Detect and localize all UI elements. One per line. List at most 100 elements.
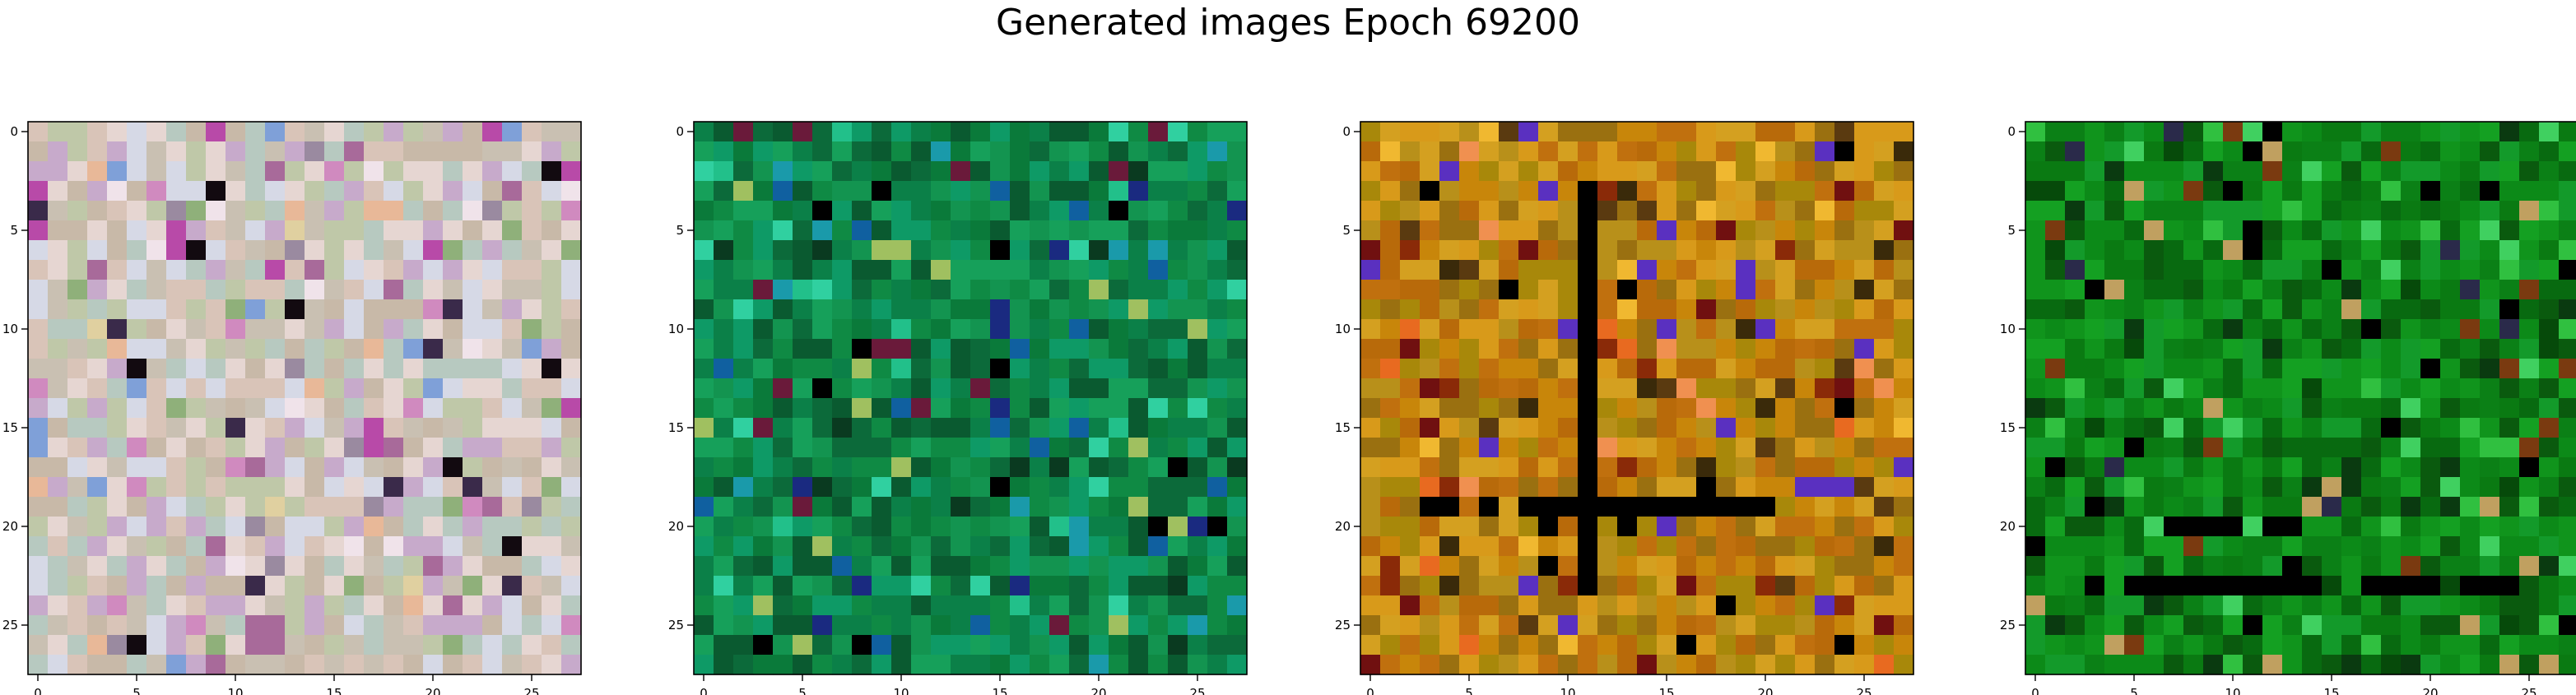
pixel [951, 181, 971, 202]
pixel [793, 181, 813, 202]
pixel [344, 378, 365, 399]
pixel [107, 457, 128, 478]
pixel [2243, 378, 2263, 399]
pixel [423, 280, 444, 300]
pixel [1010, 201, 1030, 221]
pixel [2203, 141, 2224, 162]
pixel [265, 398, 286, 419]
pixel [1657, 398, 1677, 419]
pixel [245, 299, 266, 320]
pixel [911, 536, 932, 557]
pixel [911, 497, 932, 517]
pixel [1439, 280, 1460, 300]
pixel [245, 517, 266, 537]
pixel [48, 181, 68, 202]
pixel [1049, 635, 1070, 656]
pixel [2302, 319, 2323, 340]
pixel [1538, 477, 1559, 498]
pixel [245, 141, 266, 162]
pixel [793, 260, 813, 280]
pixel [245, 319, 266, 340]
pixel [1775, 615, 1796, 636]
pixel [1069, 418, 1090, 438]
pixel [1207, 181, 1228, 202]
pixel [733, 635, 754, 656]
pixel [2243, 260, 2263, 280]
pixel [344, 615, 365, 636]
pixel [2302, 576, 2323, 596]
pixel [2539, 457, 2560, 478]
pixel [970, 635, 991, 656]
pixel [463, 359, 483, 379]
x-tick-label: 25 [1189, 686, 1205, 695]
pixel [324, 595, 345, 616]
pixel [364, 556, 384, 577]
pixel [1380, 339, 1401, 359]
pixel [2243, 595, 2263, 616]
pixel [951, 122, 971, 142]
pixel [186, 201, 207, 221]
pixel [48, 556, 68, 577]
pixel [245, 457, 266, 478]
pixel [694, 595, 714, 616]
pixel [872, 378, 892, 399]
pixel [107, 635, 128, 656]
pixel [423, 299, 444, 320]
pixel [2302, 615, 2323, 636]
pixel [1360, 556, 1381, 577]
pixel [1676, 181, 1697, 202]
pixel [1010, 477, 1030, 498]
pixel [2499, 615, 2520, 636]
pixel [970, 141, 991, 162]
pixel [2262, 556, 2283, 577]
pixel [1716, 457, 1737, 478]
pixel [1128, 477, 1149, 498]
pixel [1400, 438, 1421, 458]
pixel [344, 655, 365, 675]
pixel [1380, 220, 1401, 241]
pixel [1010, 556, 1030, 577]
pixel [2302, 122, 2323, 142]
pixel [1755, 477, 1776, 498]
pixel [1558, 161, 1579, 182]
pixel [2164, 655, 2184, 675]
y-tick-label: 5 [676, 223, 684, 238]
pixel [542, 536, 562, 557]
pixel [324, 141, 345, 162]
pixel [265, 477, 286, 498]
pixel [2361, 299, 2382, 320]
pixel [1617, 536, 1638, 557]
pixel [990, 280, 1011, 300]
pixel [2203, 319, 2224, 340]
pixel [970, 359, 991, 379]
pixel [2499, 497, 2520, 517]
pixel [1499, 181, 1519, 202]
pixel [1499, 477, 1519, 498]
pixel [1030, 418, 1050, 438]
pixel [2262, 319, 2283, 340]
pixel [1168, 457, 1188, 478]
pixel [2381, 635, 2402, 656]
pixel [990, 655, 1011, 675]
pixel [1874, 517, 1895, 537]
pixel [245, 280, 266, 300]
pixel [1168, 615, 1188, 636]
pixel [1030, 299, 1050, 320]
pixel [970, 319, 991, 340]
pixel [127, 398, 147, 419]
pixel [67, 319, 88, 340]
pixel [970, 536, 991, 557]
pixel [1795, 299, 1816, 320]
pixel [951, 161, 971, 182]
pixel [324, 556, 345, 577]
pixel [812, 260, 833, 280]
pixel [714, 655, 734, 675]
pixel [733, 536, 754, 557]
pixel [285, 141, 305, 162]
pixel [1874, 161, 1895, 182]
pixel [2203, 477, 2224, 498]
pixel [48, 438, 68, 458]
pixel [2480, 576, 2500, 596]
pixel [107, 595, 128, 616]
pixel [1676, 556, 1697, 577]
